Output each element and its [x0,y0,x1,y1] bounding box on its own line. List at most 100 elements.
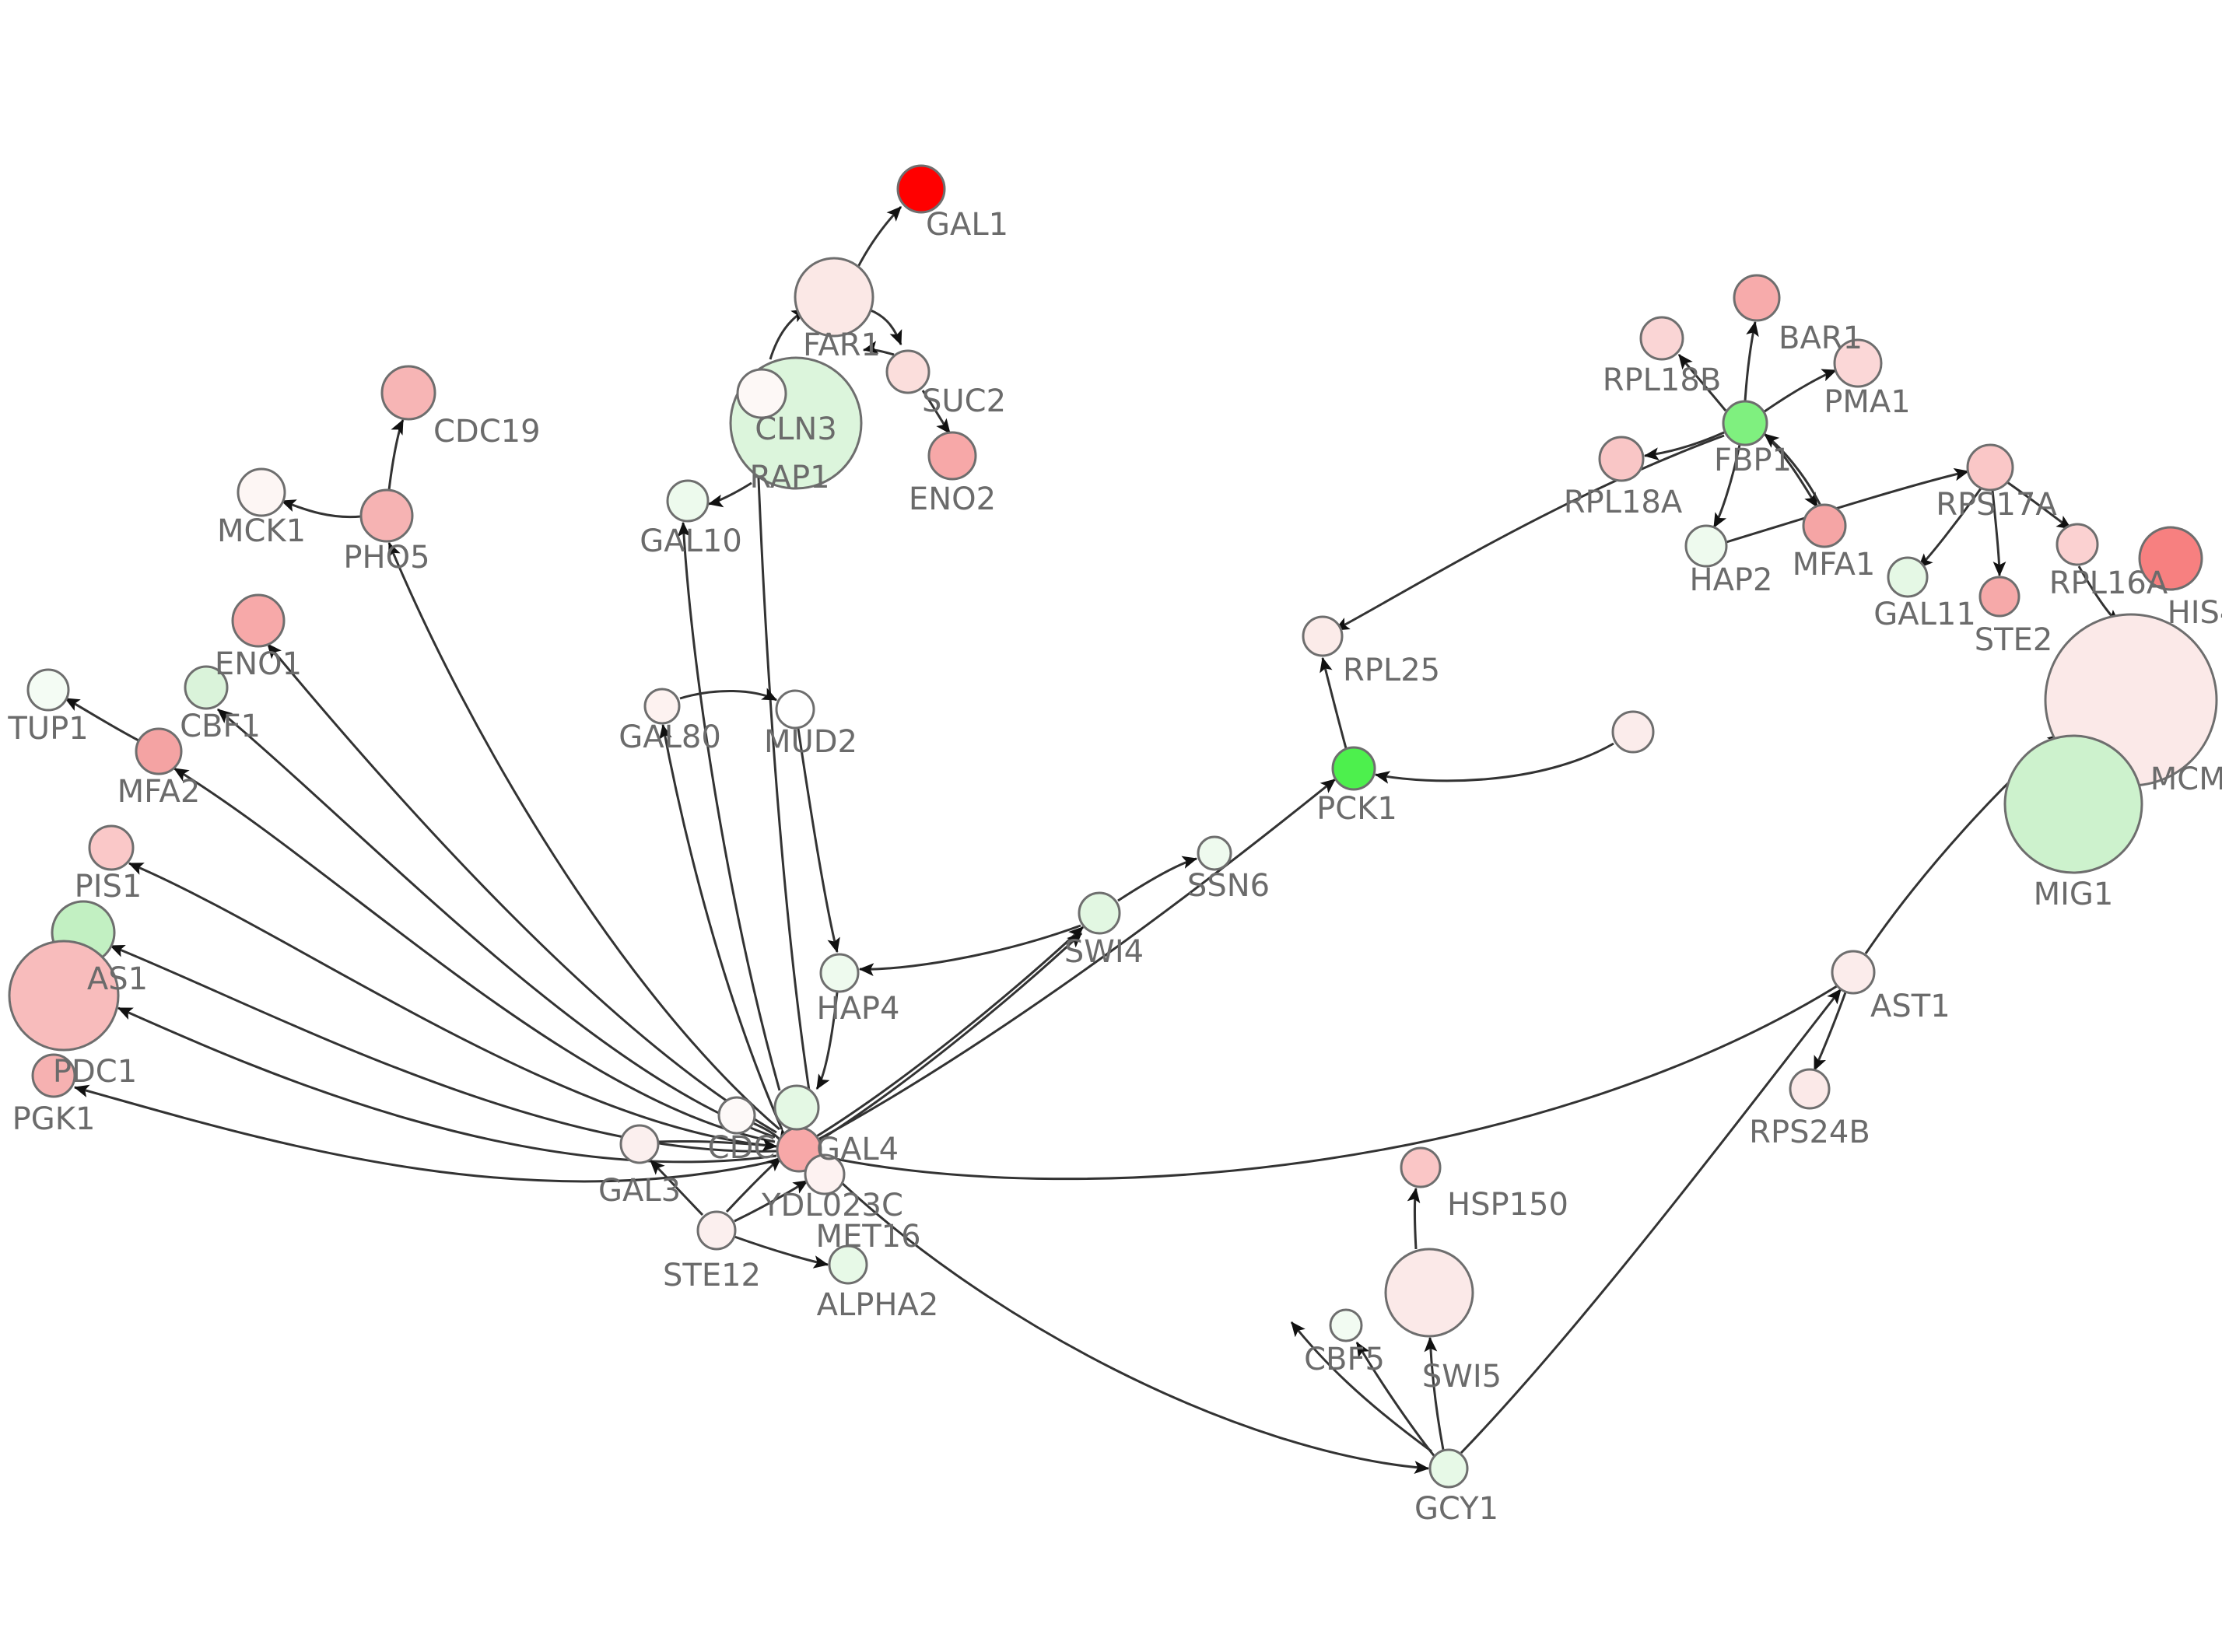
node-layer [8,164,2218,1489]
node-label-alpha2: ALPHA2 [817,1287,939,1323]
node-ast1[interactable] [1831,950,1876,995]
node-bar1[interactable] [1733,274,1781,322]
node-suc2[interactable] [885,349,931,394]
node-gal10[interactable] [666,479,710,523]
node-label-mfa1: MFA1 [1793,547,1876,583]
node-rps24b[interactable] [1789,1068,1831,1110]
edge-swi4-to-ssn6 [1117,856,1198,902]
node-cdc19[interactable] [380,365,436,421]
node-label-rap1: RAP1 [749,460,829,495]
node-label-rps24b: RPS24B [1749,1115,1870,1150]
node-gal80[interactable] [643,688,681,725]
node-cbf1[interactable] [184,665,229,710]
node-pck1[interactable] [1331,746,1376,791]
edge-hap2-to-rps17a [1726,467,1970,544]
node-mfa2[interactable] [135,727,183,775]
edge-gal4h-to-eno1 [266,643,777,1134]
node-hap2[interactable] [1684,524,1728,568]
node-mud2[interactable] [775,689,815,730]
node-label-mfa2: MFA2 [117,774,201,810]
node-gal3[interactable] [619,1124,660,1164]
edge-fbp1-to-pma1 [1764,369,1838,413]
node-label-his4: HIS4 [2168,595,2222,631]
edge-gcy1-to-ast1 [1460,989,1842,1454]
node-label-gal1: GAL1 [926,207,1008,243]
node-tup1[interactable] [26,668,70,712]
node-label-bar1: BAR1 [1779,320,1863,356]
node-label-ast1: AST1 [1870,989,1950,1024]
node-mig1[interactable] [2003,734,2143,874]
node-gcy1[interactable] [1428,1448,1469,1489]
node-label-pck1: PCK1 [1316,791,1397,827]
edge-gal4h-to-mfa2 [173,767,776,1143]
edge-mfa2-to-tup1 [64,697,139,742]
edge-gal4h-to-as1 [109,944,777,1153]
node-label-mck1: MCK1 [217,513,306,549]
node-label-rpl25: RPL25 [1343,653,1440,688]
node-label-hsp150: HSP150 [1447,1187,1568,1223]
node-label-hap2: HAP2 [1689,562,1772,598]
node-label-ste12: STE12 [663,1258,761,1293]
edge-fbp1-to-rpl18b [1677,354,1727,411]
node-rpl25[interactable] [1302,615,1344,657]
edge-nodea-to-pck1 [1374,742,1614,784]
node-rpl18a[interactable] [1598,436,1645,482]
node-ydl023c[interactable] [804,1153,846,1195]
edge-gal3-to-gal4h [657,1138,778,1152]
edge-swi4-to-hap4 [858,924,1081,977]
node-rap1[interactable] [736,368,787,419]
node-pdc1[interactable] [8,940,120,1052]
node-label-gal80: GAL80 [619,719,721,755]
node-pis1[interactable] [88,824,135,871]
node-label-pdc1: PDC1 [53,1054,137,1090]
node-gal4-green[interactable] [773,1084,820,1131]
node-hap4[interactable] [819,953,860,993]
edge-swi5-to-hsp150 [1407,1187,1421,1250]
node-rpl18b[interactable] [1639,316,1684,361]
node-cbf5[interactable] [1329,1308,1363,1342]
node-hsp150[interactable] [1400,1146,1442,1188]
node-gal1[interactable] [896,164,946,214]
node-far1[interactable] [794,257,874,338]
node-his4[interactable] [2138,526,2203,591]
node-label-met16: MET16 [815,1219,920,1255]
edge-pho5-to-cdc19 [387,418,405,491]
edge-gal4h-to-pck1 [816,778,1336,1142]
node-pma1[interactable] [1833,338,1883,388]
node-swi4[interactable] [1078,891,1121,935]
edge-gal4h-to-rap1 [750,417,811,1091]
node-label-cln3: CLN3 [755,411,837,447]
node-cdc[interactable] [717,1096,756,1135]
node-gal11[interactable] [1887,556,1929,598]
node-mfa1[interactable] [1802,503,1847,548]
edge-ste12-to-gal4h [725,1156,782,1213]
node-mck1[interactable] [237,467,286,517]
node-ste2[interactable] [1978,576,2020,618]
node-pho5[interactable] [359,488,414,543]
node-rpl16a[interactable] [2056,523,2099,566]
node-ssn6[interactable] [1197,835,1232,871]
node-label-tup1: TUP1 [7,711,88,747]
edge-ste12-to-alpha2 [734,1235,829,1269]
node-eno1[interactable] [231,593,286,648]
edge-gal80-to-mud2 [679,688,778,702]
node-label-fbp1: FBP1 [1714,443,1792,478]
node-eno2[interactable] [927,431,977,481]
node-swi5[interactable] [1384,1248,1474,1338]
node-label-cbf5: CBF5 [1304,1342,1385,1377]
node-pgk1[interactable] [31,1053,76,1098]
node-ste12[interactable] [696,1210,737,1251]
node-label-rpl18a: RPL18A [1564,485,1683,520]
node-label-eno1: ENO1 [215,646,302,682]
node-rps17a[interactable] [1966,443,2014,492]
node-alpha2[interactable] [828,1244,868,1285]
node-label-cbf1: CBF1 [180,709,261,744]
edge-gal4h-to-swi4 [815,926,1085,1139]
node-fbp1[interactable] [1722,400,1768,446]
node-label-ste2: STE2 [1975,622,2053,658]
edge-gcy1-to-swi5 [1424,1336,1445,1451]
node-node-unlabeled-a[interactable] [1611,710,1655,754]
edge-ast1-to-rps24b [1813,992,1847,1072]
node-label-as1: AS1 [87,961,148,997]
node-label-pis1: PIS1 [75,869,142,905]
